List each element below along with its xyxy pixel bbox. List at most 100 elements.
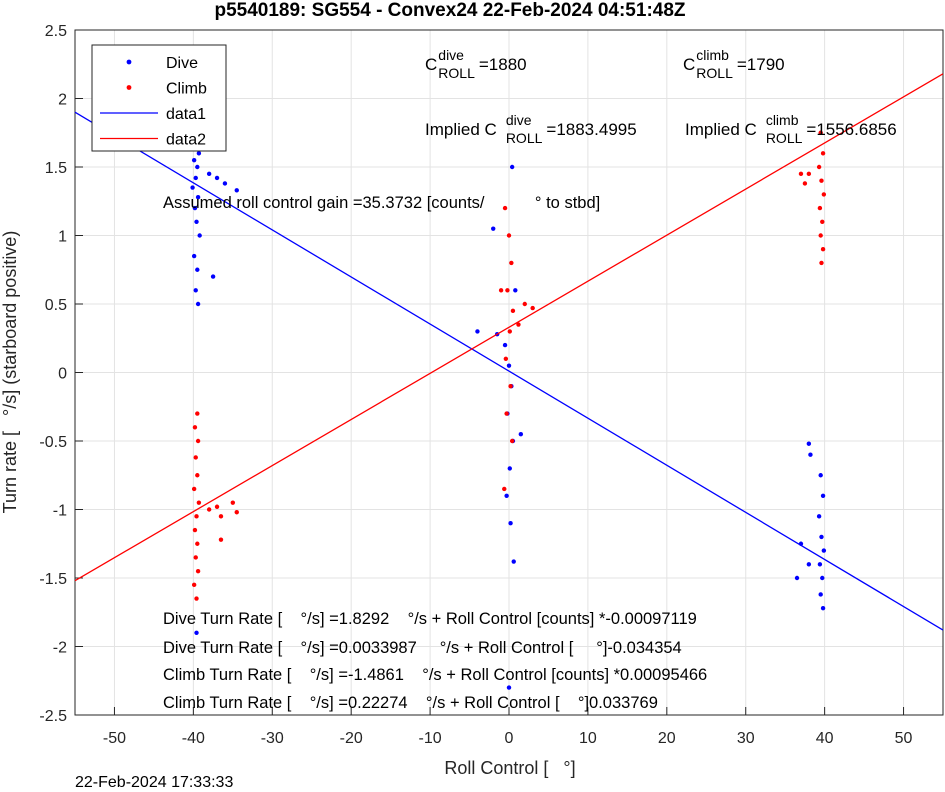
point [218,514,224,519]
point [192,205,198,211]
point [214,175,220,181]
point [522,301,527,307]
point [214,504,220,509]
point [820,493,826,498]
point [210,274,216,279]
point [503,356,509,361]
point [192,425,198,430]
x-tick-label: -20 [340,730,363,747]
point [508,384,513,389]
point [821,192,827,197]
point [502,205,508,211]
point [819,178,824,183]
point [197,233,202,238]
point [509,260,514,266]
point [794,575,800,581]
coef-prefix: C [425,55,437,74]
fit-line [74,111,944,631]
point [506,685,512,690]
y-tick-label: -1 [53,503,67,520]
point [816,164,822,170]
x-tick-label: -50 [103,730,126,747]
point [206,507,212,512]
point [504,493,509,498]
annotation: Assumed roll control gain =35.3732 [coun… [163,194,600,212]
y-tick-label: -0.5 [39,434,67,451]
point [194,596,199,601]
x-tick-label: 10 [579,730,597,747]
coef-value: =1556.6856 [806,120,896,139]
point [819,534,824,540]
annotation: Dive Turn Rate [ °/s] =0.0033987 °/s + R… [163,639,682,657]
point [806,171,812,177]
legend-label: data1 [166,106,206,123]
point [498,288,504,293]
chart-title: p5540189: SG554 - Convex24 22-Feb-2024 0… [214,0,685,21]
point [806,441,812,446]
point [195,541,200,546]
point [196,151,202,156]
x-tick-label: 0 [505,730,514,747]
point [234,510,239,515]
x-tick-label: 40 [816,730,834,747]
x-axis-label: Roll Control [ °] [444,758,575,778]
y-tick-label: 1 [58,229,67,246]
coef-sup: dive [438,47,464,63]
legend-swatch [126,85,132,90]
point [195,438,201,444]
point [806,562,812,567]
x-tick-label: 20 [658,730,676,747]
point [196,500,202,505]
point [508,521,513,526]
point [511,559,516,564]
point [195,194,201,200]
point [504,411,509,416]
point [191,157,197,163]
legend-label: data2 [166,132,206,149]
point [808,452,813,457]
coef-value: =1880 [479,55,527,74]
point [507,466,512,471]
point [802,181,808,186]
point [816,514,822,519]
y-tick-label: -2.5 [39,708,67,725]
coef-sub: ROLL [766,130,803,146]
legend-box [91,44,227,152]
point [192,527,198,533]
y-tick-label: 1.5 [45,160,67,177]
point [798,171,804,177]
point [195,473,200,478]
coefficient-annotation: Implied C dive ROLL =1883.4995 [425,112,637,146]
point [193,175,198,181]
point [820,151,826,156]
coef-sup: climb [696,47,729,63]
point [222,181,228,186]
point [817,562,823,567]
point [530,305,535,311]
point [190,185,195,190]
annotation: Climb Turn Rate [ °/s] =-1.4861 °/s + Ro… [163,666,707,684]
point [195,301,201,307]
y-tick-label: -2 [53,640,67,657]
point [191,253,197,259]
point [510,308,516,314]
point [194,514,199,519]
point [820,575,825,581]
coefficient-annotation: Implied C climb ROLL =1556.6856 [685,112,897,146]
point [518,431,524,437]
point [475,329,480,334]
point [516,322,521,327]
point [818,130,823,135]
annotation: Climb Turn Rate [ °/s] =0.22274 °/s + Ro… [163,694,658,712]
y-tick-label: -1.5 [39,571,67,588]
fit-line [74,73,944,582]
point [502,486,507,492]
point [194,219,199,224]
coef-sup: dive [506,112,532,128]
point [505,288,510,293]
point [509,164,515,170]
x-tick-label: 50 [895,730,913,747]
